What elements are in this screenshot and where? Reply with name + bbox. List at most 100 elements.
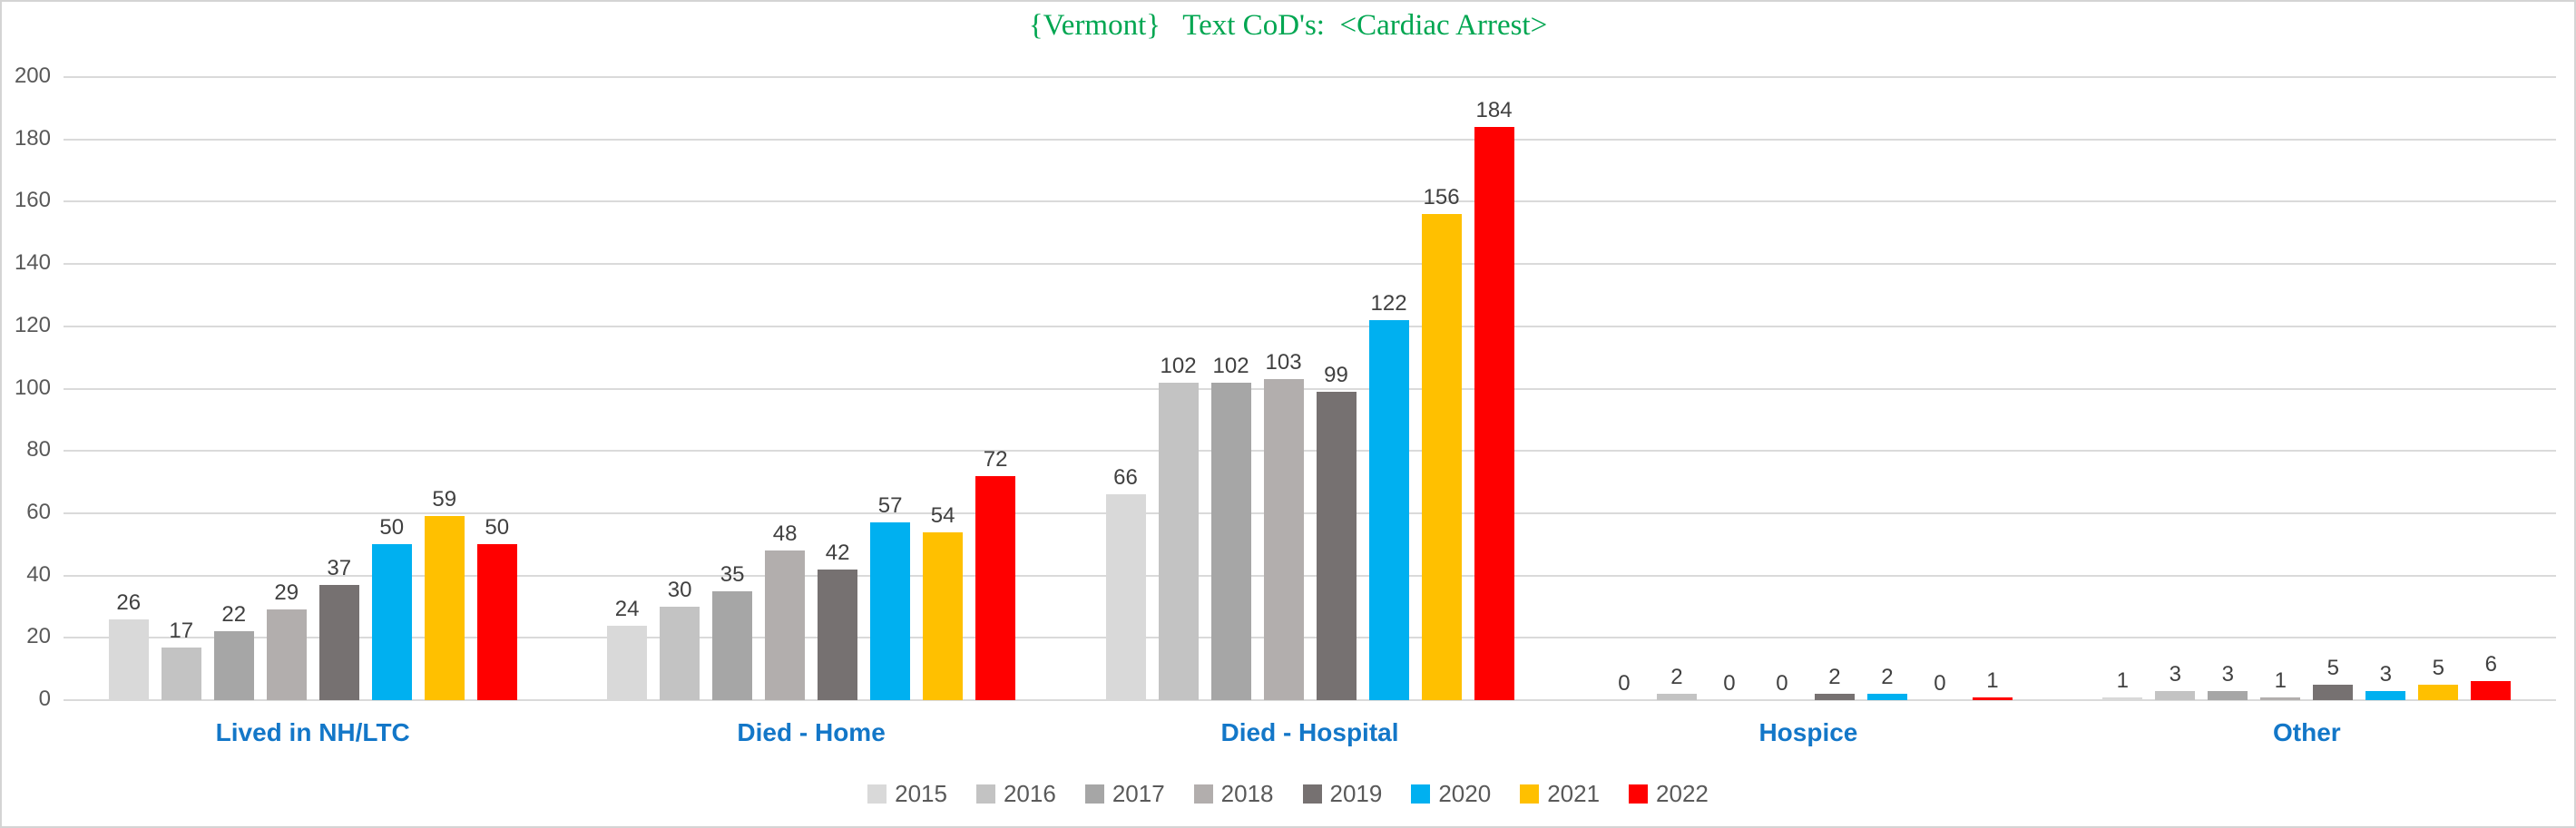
gridline: [64, 263, 2556, 266]
bar-2017: 102: [1210, 354, 1251, 700]
legend-item-2019: 2019: [1302, 780, 1383, 808]
bar-value-label: 50: [379, 515, 405, 541]
legend-item-2018: 2018: [1193, 780, 1274, 808]
category-label: Hospice: [1758, 718, 1858, 746]
bar-group: 24 30 35 48 42 57 54 72: [562, 77, 1060, 700]
category-label: Died - Home: [737, 718, 886, 746]
gridline: [64, 450, 2556, 453]
bar-2019: 99: [1316, 363, 1357, 700]
bar-value-label: 3: [2221, 661, 2235, 687]
bar-value-label: 17: [169, 618, 194, 643]
bar-value-label: 99: [1324, 362, 1348, 387]
bar-value-label: 30: [667, 577, 692, 602]
y-tick-label: 80: [26, 437, 51, 463]
bar-2020: 3: [2365, 662, 2406, 700]
bar-2018: 1: [2260, 668, 2301, 700]
bar-value-label: 29: [274, 580, 299, 606]
bar-2021: 5: [2418, 656, 2459, 700]
y-axis: 0 20 40 60 80 100 120 140 160 180 200: [2, 65, 51, 710]
bar-value-label: 50: [485, 515, 510, 541]
bar-2020: 122: [1368, 291, 1409, 700]
y-tick-label: 120: [14, 312, 51, 337]
legend-label: 2022: [1656, 780, 1709, 807]
legend-swatch-icon: [867, 784, 887, 804]
bar-value-label: 3: [2169, 661, 2182, 687]
bar-2019: 5: [2313, 656, 2354, 700]
bar-2021: 54: [923, 503, 964, 700]
y-tick-label: 180: [14, 125, 51, 151]
y-tick-label: 20: [26, 624, 51, 649]
legend-item-2015: 2015: [867, 780, 947, 808]
bar-2016: 2: [1656, 665, 1697, 700]
gridline: [64, 325, 2556, 327]
bar-groups-container: 26 17 22 29 37 50 59 50 24 30 35 48 42 57 54 72 66 102 102…: [64, 77, 2556, 700]
bar-value-label: 59: [432, 487, 457, 512]
bar-2020: 50: [371, 515, 412, 700]
category-label: Lived in NH/LTC: [215, 718, 410, 746]
legend-item-2020: 2020: [1411, 780, 1491, 808]
category-axis: Lived in NH/LTC Died - Home Died - Hospita…: [64, 718, 2556, 747]
bar-value-label: 0: [1723, 671, 1736, 696]
bar-value-label: 184: [1475, 97, 1513, 122]
bar-value-label: 1: [1986, 667, 1999, 693]
gridline: [64, 637, 2556, 639]
bar-2016: 17: [161, 619, 201, 700]
bar-value-label: 42: [825, 540, 850, 565]
bar-2017: 3: [2208, 662, 2248, 700]
bar-value-label: 2: [1670, 665, 1683, 690]
bar-2017: 22: [213, 602, 254, 700]
bar-group: 66 102 102 103 99 122 156 184: [1061, 77, 1559, 700]
bar-value-label: 3: [2379, 661, 2393, 687]
bar-value-label: 26: [116, 589, 142, 615]
bar-2022: 1: [1972, 668, 2013, 700]
bar-value-label: 102: [1160, 353, 1197, 378]
chart-title: {Vermont} Text CoD's: <Cardiac Arrest>: [1028, 9, 1548, 42]
bar-2022: 50: [476, 515, 517, 700]
y-tick-label: 0: [38, 687, 51, 711]
bar-2016: 30: [660, 578, 700, 700]
bar-value-label: 54: [930, 502, 955, 528]
bar-2015: 1: [2102, 668, 2143, 700]
legend-item-2022: 2022: [1629, 780, 1709, 808]
bar-2018: 48: [765, 521, 806, 700]
bar-2016: 3: [2155, 662, 2196, 700]
legend-label: 2019: [1329, 780, 1383, 807]
category-label: Died - Hospital: [1220, 718, 1399, 746]
legend-item-2016: 2016: [975, 780, 1056, 808]
bar-value-label: 2: [1881, 665, 1894, 690]
bar-value-label: 48: [772, 521, 798, 547]
bar-2022: 6: [2471, 652, 2512, 700]
y-tick-label: 60: [26, 499, 51, 524]
bar-group: 0 2 0 0 2 2 0 1: [1559, 77, 2057, 700]
bar-value-label: 103: [1265, 350, 1302, 375]
legend-item-2017: 2017: [1084, 780, 1165, 808]
y-tick-label: 140: [14, 250, 51, 276]
bar-2017: 35: [712, 562, 753, 700]
y-tick-label: 200: [14, 63, 51, 88]
bar-2021: 156: [1421, 185, 1462, 700]
gridline: [64, 574, 2556, 577]
bar-value-label: 5: [2326, 655, 2340, 680]
bar-2018: 29: [266, 580, 307, 700]
legend-label: 2018: [1220, 780, 1274, 807]
category-label: Other: [2272, 718, 2341, 746]
legend-swatch-icon: [1193, 784, 1213, 804]
bar-value-label: 37: [327, 555, 352, 580]
legend: 2015 2016 2017 2018 2019 2020 2021 2022: [2, 780, 2574, 808]
bar-2019: 2: [1814, 665, 1855, 700]
legend-label: 2016: [1003, 780, 1056, 807]
legend-label: 2021: [1547, 780, 1601, 807]
bar-2020: 57: [870, 493, 911, 700]
bar-2018: 103: [1263, 350, 1304, 700]
bar-2021: 59: [424, 487, 465, 700]
bar-group: 1 3 3 1 5 3 5 6: [2058, 77, 2556, 700]
bar-value-label: 5: [2432, 655, 2445, 680]
bar-group: 26 17 22 29 37 50 59 50: [64, 77, 562, 700]
legend-swatch-icon: [1629, 784, 1649, 804]
bar-value-label: 0: [1776, 671, 1788, 696]
legend-item-2021: 2021: [1520, 780, 1600, 808]
legend-swatch-icon: [1084, 784, 1104, 804]
bar-value-label: 1: [2274, 667, 2287, 693]
gridline: [64, 138, 2556, 141]
